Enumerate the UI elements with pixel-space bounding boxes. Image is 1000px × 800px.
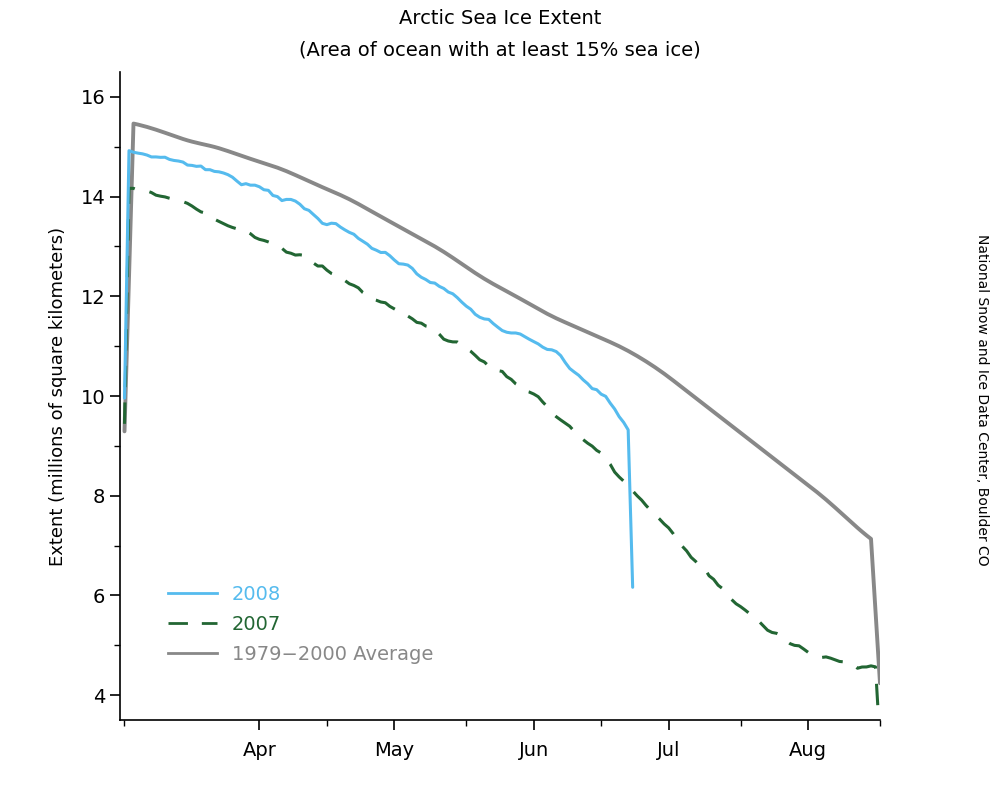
1979−2000 Average [766,453,778,462]
1979−2000 Average [843,515,855,525]
2007 [325,269,337,278]
Text: National Snow and Ice Data Center, Boulder CO: National Snow and Ice Data Center, Bould… [975,234,989,566]
2007 [726,594,738,604]
Title: Arctic Sea Ice Extent
(Area of ocean with at least 15% sea ice): Arctic Sea Ice Extent (Area of ocean wit… [299,10,701,59]
2007 [123,183,135,193]
Y-axis label: Extent (millions of square kilometers): Extent (millions of square kilometers) [49,226,67,566]
Line: 2008: 2008 [124,150,633,587]
1979−2000 Average [127,118,139,128]
2007 [874,738,886,748]
2007 [118,419,130,429]
Line: 2007: 2007 [124,188,880,743]
1979−2000 Average [712,410,724,420]
1979−2000 Average [726,421,738,430]
2008 [321,220,333,230]
1979−2000 Average [874,678,886,688]
2008 [118,394,130,403]
2008 [262,186,274,195]
1979−2000 Average [118,426,130,436]
2008 [510,328,522,338]
Legend: 2008, 2007, 1979−2000 Average: 2008, 2007, 1979−2000 Average [160,578,441,671]
2007 [843,658,855,667]
2007 [766,628,778,638]
2008 [451,293,463,302]
2008 [267,190,279,200]
2007 [712,581,724,590]
1979−2000 Average [325,186,337,196]
2008 [627,582,639,592]
2007 [420,322,432,331]
1979−2000 Average [420,237,432,246]
2008 [181,160,193,170]
Line: 1979−2000 Average: 1979−2000 Average [124,123,880,683]
2008 [123,146,135,155]
